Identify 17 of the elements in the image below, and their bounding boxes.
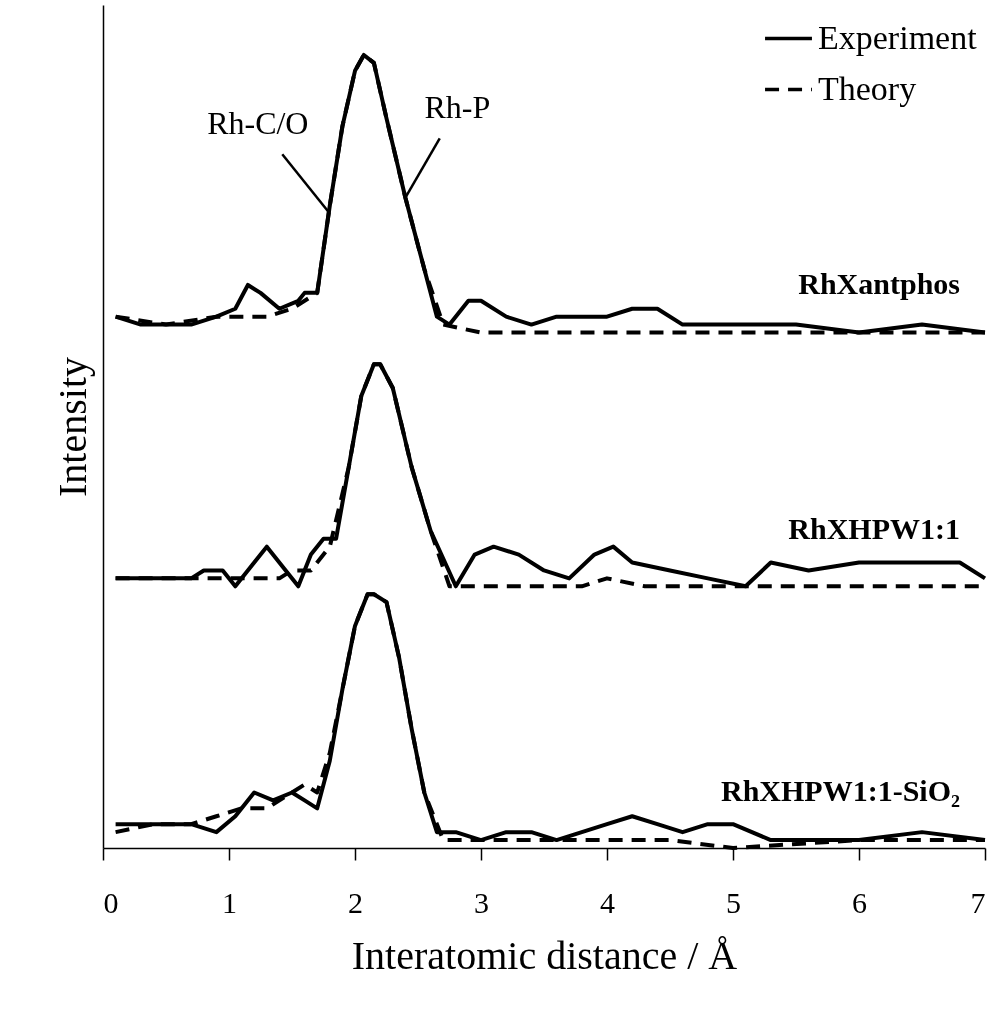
annotation: Rh-C/O xyxy=(207,104,309,141)
legend-label: Theory xyxy=(818,69,917,107)
annotation: Rh-P xyxy=(424,88,491,125)
x-tick-label: 5 xyxy=(726,885,741,919)
x-tick-label: 2 xyxy=(348,885,363,919)
x-tick-label: 0 xyxy=(103,885,119,919)
annotation: RhXHPW1:1 xyxy=(788,512,960,546)
x-axis-title: Interatomic distance / Å xyxy=(351,932,738,978)
x-tick-label: 1 xyxy=(222,885,237,919)
y-axis-title: Intensity xyxy=(49,357,95,497)
x-tick-label: 3 xyxy=(474,885,489,919)
annotation: RhXHPW1:1-SiO₂ xyxy=(720,774,960,808)
x-tick-label: 6 xyxy=(852,885,867,919)
annotation: RhXantphos xyxy=(798,266,960,300)
x-tick-label: 7 xyxy=(970,885,986,919)
x-tick-label: 4 xyxy=(600,885,615,919)
legend-label: Experiment xyxy=(818,18,978,56)
